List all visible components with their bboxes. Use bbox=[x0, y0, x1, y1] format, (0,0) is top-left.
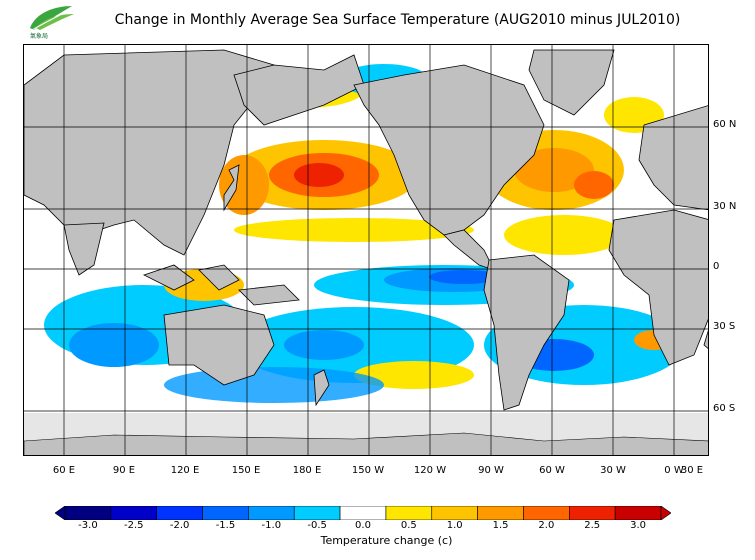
colorbar-segment bbox=[523, 506, 570, 520]
lat-label: 60 S bbox=[713, 403, 736, 414]
anomaly-patch bbox=[234, 218, 474, 242]
new-zealand-landmass bbox=[313, 369, 330, 407]
lon-label: 60 W bbox=[539, 465, 565, 476]
colorbar-segment bbox=[614, 506, 662, 520]
lon-label: 120 E bbox=[170, 465, 200, 476]
lat-label: 30 N bbox=[713, 201, 737, 212]
lon-label: 120 W bbox=[413, 465, 447, 476]
colorbar-tick-label: -2.5 bbox=[124, 520, 144, 531]
colorbar-tick-label: -1.5 bbox=[215, 520, 236, 531]
africa-landmass bbox=[608, 209, 708, 366]
colorbar-label: Temperature change (c) bbox=[320, 534, 453, 547]
lon-label: 90 W bbox=[478, 465, 504, 476]
colorbar-segment bbox=[293, 506, 341, 520]
borneo-landmass bbox=[198, 264, 240, 291]
anomaly-patch bbox=[69, 323, 159, 367]
lon-label: 150 W bbox=[351, 465, 385, 476]
colorbar-segment bbox=[156, 506, 203, 520]
lon-label: 30 W bbox=[600, 465, 626, 476]
colorbar-segment bbox=[339, 506, 387, 520]
sst-map bbox=[23, 44, 709, 456]
lon-label: 150 E bbox=[231, 465, 261, 476]
new-guinea-landmass bbox=[238, 284, 300, 306]
colorbar-segment bbox=[385, 506, 433, 520]
lon-label: 0 W bbox=[664, 465, 684, 476]
anomaly-patch bbox=[294, 163, 344, 187]
south-america-landmass bbox=[483, 254, 570, 411]
anomaly-patch bbox=[574, 171, 614, 199]
lon-label: 90 E bbox=[112, 465, 136, 476]
chart-title: Change in Monthly Average Sea Surface Te… bbox=[114, 12, 681, 28]
india-landmass bbox=[63, 222, 105, 276]
colorbar-high-arrow bbox=[660, 506, 671, 520]
continents bbox=[24, 49, 708, 411]
colorbar-segment bbox=[202, 506, 249, 520]
colorbar-tick-label: 1.0 bbox=[446, 520, 463, 531]
anomaly-patch bbox=[504, 215, 624, 255]
leaf-logo-icon: 氣象局 bbox=[30, 6, 74, 40]
colorbar bbox=[55, 506, 671, 520]
colorbar-segment bbox=[248, 506, 295, 520]
anomaly-patch bbox=[429, 270, 499, 284]
colorbar-segment bbox=[431, 506, 478, 520]
map-canvas bbox=[24, 45, 708, 455]
japan-landmass bbox=[223, 164, 240, 212]
lon-label: 180 E bbox=[292, 465, 322, 476]
colorbar-segment bbox=[110, 506, 157, 520]
antarctica-landmass bbox=[24, 432, 708, 455]
colorbar-tick-label: 0.0 bbox=[355, 520, 371, 531]
colorbar-tick-label: -2.0 bbox=[169, 520, 190, 531]
lon-label: 60 E bbox=[52, 465, 76, 476]
anomaly-patch bbox=[354, 361, 474, 389]
logo-text: 氣象局 bbox=[30, 32, 48, 40]
indonesia-landmass bbox=[142, 264, 195, 291]
siberia-landmass bbox=[233, 54, 365, 126]
colorbar-tick-label: 2.5 bbox=[584, 520, 601, 531]
colorbar-tick-label: 3.0 bbox=[630, 520, 647, 531]
lon-label: 30 E bbox=[680, 465, 704, 476]
colorbar-low-arrow bbox=[55, 506, 66, 520]
colorbar-tick-label: 1.5 bbox=[492, 520, 509, 531]
australia-landmass bbox=[163, 304, 275, 386]
colorbar-tick-label: 0.5 bbox=[400, 520, 417, 531]
anomaly-patch bbox=[514, 148, 594, 192]
lat-label: 30 S bbox=[713, 321, 736, 332]
madagascar-landmass bbox=[703, 330, 708, 349]
colorbar-segments bbox=[64, 506, 662, 520]
colorbar-segment bbox=[477, 506, 524, 520]
greenland-landmass bbox=[528, 49, 615, 116]
colorbar-tick-label: -3.0 bbox=[78, 520, 98, 531]
graticule bbox=[24, 45, 708, 455]
colorbar-tick-label: -0.5 bbox=[307, 520, 327, 531]
colorbar-tick-label: -1.0 bbox=[261, 520, 282, 531]
colorbar-segment bbox=[569, 506, 616, 520]
colorbar-tick-label: 2.0 bbox=[538, 520, 555, 531]
colorbar-segment bbox=[64, 506, 112, 520]
lat-label: 0 bbox=[713, 261, 720, 272]
anomaly-patch bbox=[164, 367, 384, 403]
lat-label: 60 N bbox=[713, 119, 737, 130]
north-america-landmass bbox=[353, 64, 545, 236]
anomaly-patch bbox=[284, 330, 364, 360]
